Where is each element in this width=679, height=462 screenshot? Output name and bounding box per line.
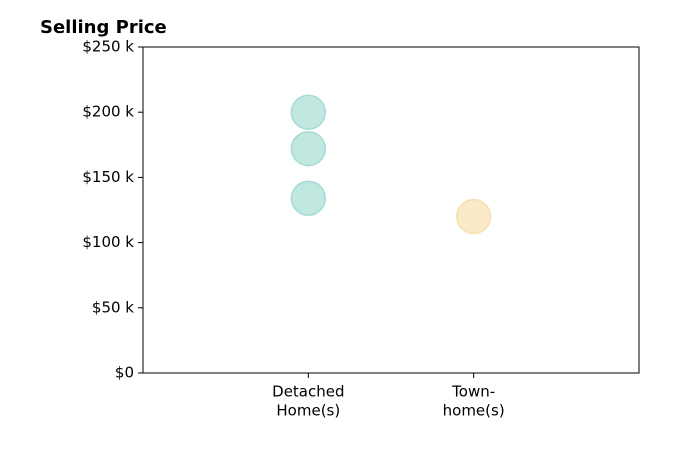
x-tick-label: Town-: [451, 383, 495, 401]
y-tick-label: $50 k: [92, 298, 134, 316]
y-tick-label: $150 k: [82, 168, 134, 186]
y-tick-label: $0: [115, 364, 134, 382]
point: [290, 94, 327, 130]
point: [290, 130, 327, 167]
x-tick-label: Home(s): [276, 402, 340, 420]
y-tick-label: $250 k: [82, 38, 134, 56]
y-tick-label: $200 k: [82, 103, 134, 121]
point: [455, 198, 492, 235]
x-tick-label: home(s): [443, 402, 505, 420]
x-tick-label: Detached: [272, 383, 344, 401]
plot-frame: [142, 46, 640, 374]
chart-title: Selling Price: [40, 17, 167, 38]
point: [290, 180, 327, 217]
y-tick-label: $100 k: [82, 233, 134, 251]
